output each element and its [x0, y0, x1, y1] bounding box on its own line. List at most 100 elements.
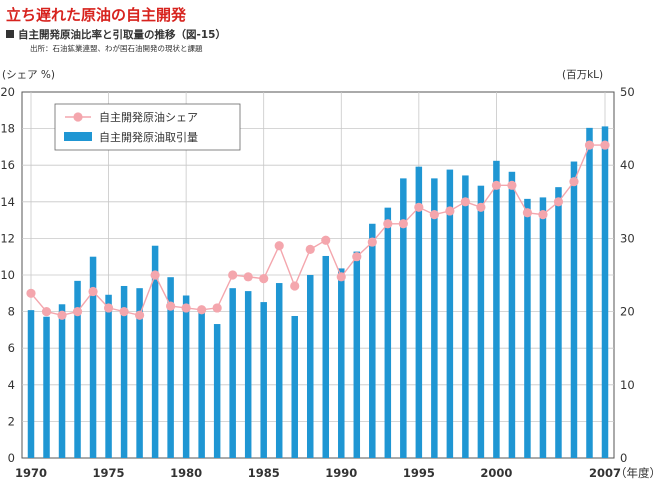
bar	[586, 127, 593, 459]
left-tick-label: 2	[8, 414, 15, 428]
x-tick-label: 1985	[248, 466, 280, 480]
left-tick-label: 6	[8, 341, 15, 355]
bar	[353, 251, 361, 458]
share-point	[522, 208, 533, 218]
share-point	[212, 303, 222, 313]
bar	[105, 294, 112, 458]
share-point	[584, 140, 595, 150]
bar	[120, 285, 128, 458]
bullet-square-icon	[6, 30, 14, 38]
legend-box	[54, 103, 241, 151]
legend-marker-swatch	[73, 112, 83, 122]
share-point	[569, 177, 579, 187]
bar	[524, 198, 531, 458]
right-tick-label: 30	[620, 231, 635, 245]
share-point	[538, 210, 548, 220]
legend-bar-swatch	[64, 132, 92, 141]
bar	[244, 291, 252, 458]
left-tick-label: 0	[8, 451, 15, 465]
bar	[43, 316, 50, 458]
share-point	[274, 241, 284, 251]
left-tick-label: 8	[8, 305, 15, 319]
bar	[58, 304, 66, 458]
right-tick-label: 50	[620, 85, 635, 99]
share-point	[57, 310, 67, 320]
bar	[151, 245, 159, 458]
share-point	[476, 202, 486, 212]
left-axis-label: (シェア %)	[2, 69, 56, 81]
bar	[555, 187, 562, 458]
bar	[260, 302, 267, 458]
chart-title: 立ち遅れた原油の自主開発	[6, 6, 187, 24]
share-point	[228, 270, 238, 280]
bar	[27, 310, 35, 458]
share-point	[507, 180, 517, 190]
bar	[74, 280, 81, 458]
share-point	[491, 180, 502, 190]
right-tick-label: 0	[620, 451, 627, 465]
share-line	[30, 144, 605, 317]
x-tick-label: 1970	[15, 466, 47, 480]
bar	[446, 169, 454, 459]
share-point	[181, 303, 191, 313]
source-note: 出所：石油鉱業連盟、わが国石油開発の現状と課題	[30, 44, 203, 53]
share-point	[290, 281, 300, 291]
x-axis-label: （年度）	[615, 466, 661, 480]
share-point	[197, 305, 207, 315]
left-tick-label: 4	[8, 378, 15, 392]
left-tick-label: 12	[0, 231, 15, 245]
share-point	[305, 244, 315, 254]
share-point	[321, 235, 331, 245]
share-point	[445, 206, 455, 216]
bar	[539, 197, 547, 458]
legend-label-volume: 自主開発原油取引量	[99, 130, 198, 144]
right-tick-label: 10	[620, 378, 635, 392]
bar	[291, 315, 298, 458]
bar	[306, 275, 314, 458]
share-point	[336, 272, 346, 282]
bar	[570, 161, 578, 459]
bar	[431, 178, 438, 458]
bar	[601, 126, 609, 459]
x-tick-label: 1995	[403, 466, 435, 480]
share-point	[553, 197, 564, 207]
bar	[477, 185, 485, 459]
share-point	[119, 307, 129, 317]
x-tick-label: 1990	[325, 466, 357, 480]
bar	[415, 166, 423, 458]
share-point	[88, 286, 98, 297]
x-tick-label: 2000	[480, 466, 512, 480]
left-tick-label: 20	[0, 85, 15, 99]
left-tick-label: 16	[0, 158, 15, 172]
chart-subtitle: 自主開発原油比率と引取量の推移（図-15）	[6, 27, 226, 42]
share-point	[600, 140, 610, 150]
bar	[182, 295, 190, 458]
bar	[136, 288, 143, 458]
share-point	[398, 219, 408, 229]
legend-label-share: 自主開発原油シェア	[99, 110, 198, 124]
bar	[462, 175, 469, 458]
share-point	[134, 310, 145, 320]
left-tick-label: 10	[0, 268, 15, 282]
share-point	[26, 288, 36, 298]
share-point	[367, 237, 377, 247]
bar	[508, 171, 516, 458]
bar	[322, 255, 330, 458]
x-tick-label: 1975	[93, 466, 125, 480]
share-point	[41, 307, 52, 317]
share-point	[103, 303, 114, 313]
bar	[167, 277, 174, 458]
share-point	[383, 219, 393, 229]
x-tick-label: 2007	[589, 466, 621, 480]
right-axis-label: (百万kL)	[562, 69, 604, 81]
share-point	[259, 274, 269, 284]
share-point	[243, 272, 253, 282]
bar	[275, 283, 283, 458]
right-tick-label: 20	[620, 305, 635, 319]
bar	[369, 223, 376, 458]
left-tick-label: 14	[0, 195, 15, 209]
share-point	[72, 307, 83, 317]
bar	[384, 207, 392, 458]
subtitle-text: 自主開発原油比率と引取量の推移（図-15）	[18, 29, 226, 41]
